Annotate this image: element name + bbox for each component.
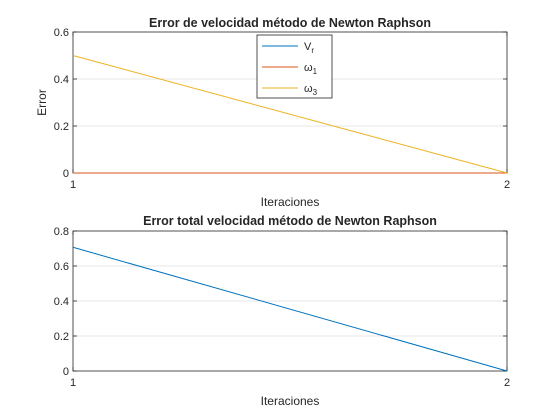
series-1	[72, 55, 508, 174]
x-axis-label-2: Iteraciones	[261, 394, 320, 408]
series-line-1	[72, 246, 508, 372]
legend-label-vr: Vr	[304, 41, 314, 55]
legend-entry-w3: ω3	[262, 83, 318, 97]
y-tick-label: 0.4	[54, 74, 69, 86]
y-axis-label-1: Error	[35, 89, 49, 116]
x-tick-label: 1	[70, 179, 76, 191]
x-axis-label-1: Iteraciones	[261, 195, 320, 209]
legend-entry-w1: ω1	[262, 62, 318, 76]
x-tick-label: 2	[504, 377, 510, 389]
y-tick-label: 0.2	[54, 121, 69, 133]
y-tick-label: 0.2	[54, 331, 69, 343]
legend-label-w1: ω1	[304, 62, 318, 76]
y-tick-label: 0.6	[54, 261, 69, 273]
y-tick-label: 0	[63, 366, 69, 378]
ticks-1: 0 0.2 0.4 0.6 1 2	[54, 27, 510, 191]
series-2	[72, 246, 508, 372]
y-tick-label: 0.8	[54, 226, 69, 238]
subplot-velocity-error: 0 0.2 0.4 0.6 1 2 Error de velocidad método d…	[35, 16, 510, 209]
y-tick-label: 0.6	[54, 27, 69, 39]
legend-entry-vr: Vr	[262, 41, 314, 55]
y-tick-label: 0.4	[54, 296, 69, 308]
y-tick-label: 0	[63, 168, 69, 180]
subplot-total-error: 0 0.2 0.4 0.6 0.8 1 2 Error total velocidad mé…	[54, 214, 510, 408]
ticks-2: 0 0.2 0.4 0.6 0.8 1 2	[54, 226, 510, 389]
x-tick-label: 2	[504, 179, 510, 191]
series-line-3	[72, 55, 508, 174]
x-tick-label: 1	[70, 377, 76, 389]
grid-2	[73, 265, 507, 337]
legend-label-w3: ω3	[304, 83, 318, 97]
chart-title-2: Error total velocidad método de Newton R…	[143, 214, 437, 228]
chart-title-1: Error de velocidad método de Newton Raph…	[149, 16, 431, 30]
legend: Vr ω1 ω3	[256, 34, 333, 99]
